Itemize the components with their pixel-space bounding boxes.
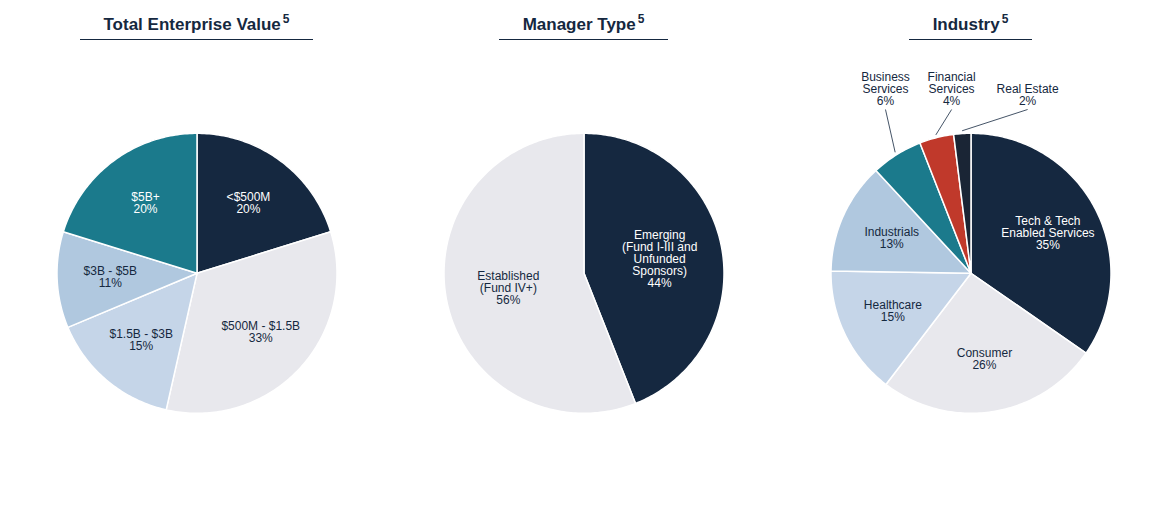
svg-text:Established(Fund IV+)56%: Established(Fund IV+)56% xyxy=(477,268,539,306)
svg-text:Tech & TechEnabled Services35%: Tech & TechEnabled Services35% xyxy=(1001,214,1094,252)
svg-text:$500M - $1.5B33%: $500M - $1.5B33% xyxy=(221,319,300,345)
svg-text:Emerging(Fund I-III andUnfunde: Emerging(Fund I-III andUnfundedSponsors)… xyxy=(622,227,697,289)
svg-text:Real Estate2%: Real Estate2% xyxy=(997,82,1059,108)
svg-text:$5B+20%: $5B+20% xyxy=(131,190,159,216)
html-text:Industry5: Industry5 xyxy=(932,12,1009,34)
html-text:Total Enterprise Value5: Total Enterprise Value5 xyxy=(103,12,290,34)
svg-text:<$500M20%: <$500M20% xyxy=(227,190,271,216)
svg-text:Healthcare15%: Healthcare15% xyxy=(864,298,922,324)
svg-text:$1.5B - $3B15%: $1.5B - $3B15% xyxy=(110,326,173,352)
svg-text:BusinessServices6%: BusinessServices6% xyxy=(861,70,910,108)
svg-text:$3B - $5B11%: $3B - $5B11% xyxy=(84,264,137,290)
svg-text:Consumer26%: Consumer26% xyxy=(957,346,1012,372)
svg-text:FinancialServices4%: FinancialServices4% xyxy=(928,70,976,108)
svg-text:Industrials13%: Industrials13% xyxy=(864,224,919,250)
html-text:Manager Type5: Manager Type5 xyxy=(522,12,645,34)
